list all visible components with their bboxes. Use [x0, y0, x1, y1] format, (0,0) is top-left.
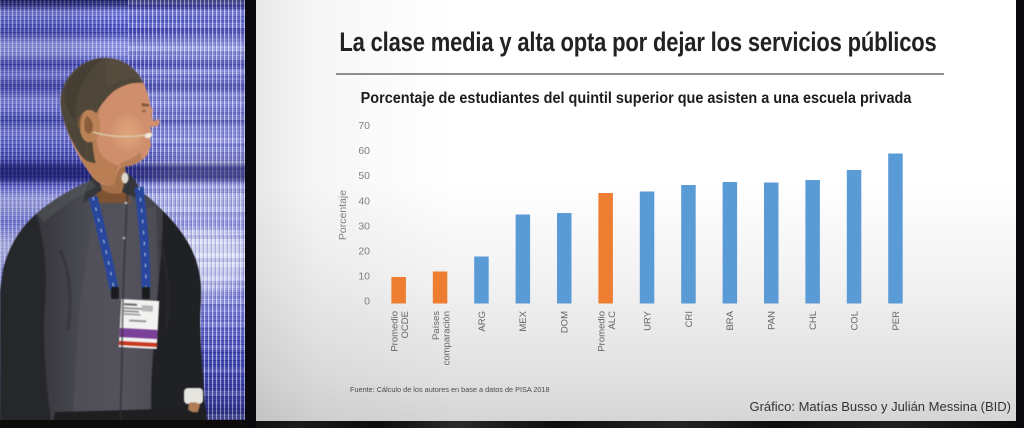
svg-text:30: 30 — [358, 220, 370, 232]
svg-text:60: 60 — [358, 145, 370, 157]
svg-text:MEX: MEX — [518, 310, 529, 331]
svg-text:URY: URY — [642, 310, 653, 331]
svg-text:OCDE: OCDE — [400, 311, 411, 338]
svg-text:70: 70 — [358, 120, 370, 132]
svg-text:ALC: ALC — [607, 311, 618, 330]
svg-text:20: 20 — [358, 246, 370, 258]
svg-text:50: 50 — [358, 170, 370, 182]
svg-text:CHL: CHL — [808, 311, 819, 330]
svg-text:10: 10 — [358, 271, 370, 283]
svg-text:40: 40 — [358, 195, 370, 207]
svg-text:ARG: ARG — [477, 311, 488, 332]
svg-text:comparación: comparación — [441, 311, 452, 365]
svg-text:PAN: PAN — [767, 311, 778, 330]
svg-text:Promedio: Promedio — [390, 311, 401, 352]
svg-text:0: 0 — [364, 296, 370, 308]
svg-text:CRI: CRI — [684, 311, 695, 327]
svg-text:COL: COL — [849, 311, 860, 331]
svg-text:Promedio: Promedio — [597, 311, 608, 352]
svg-text:DOM: DOM — [560, 311, 571, 333]
svg-text:Países: Países — [431, 311, 442, 340]
svg-text:PER: PER — [891, 311, 902, 331]
svg-text:Porcentaje: Porcentaje — [337, 190, 349, 240]
svg-text:BRA: BRA — [725, 310, 736, 330]
